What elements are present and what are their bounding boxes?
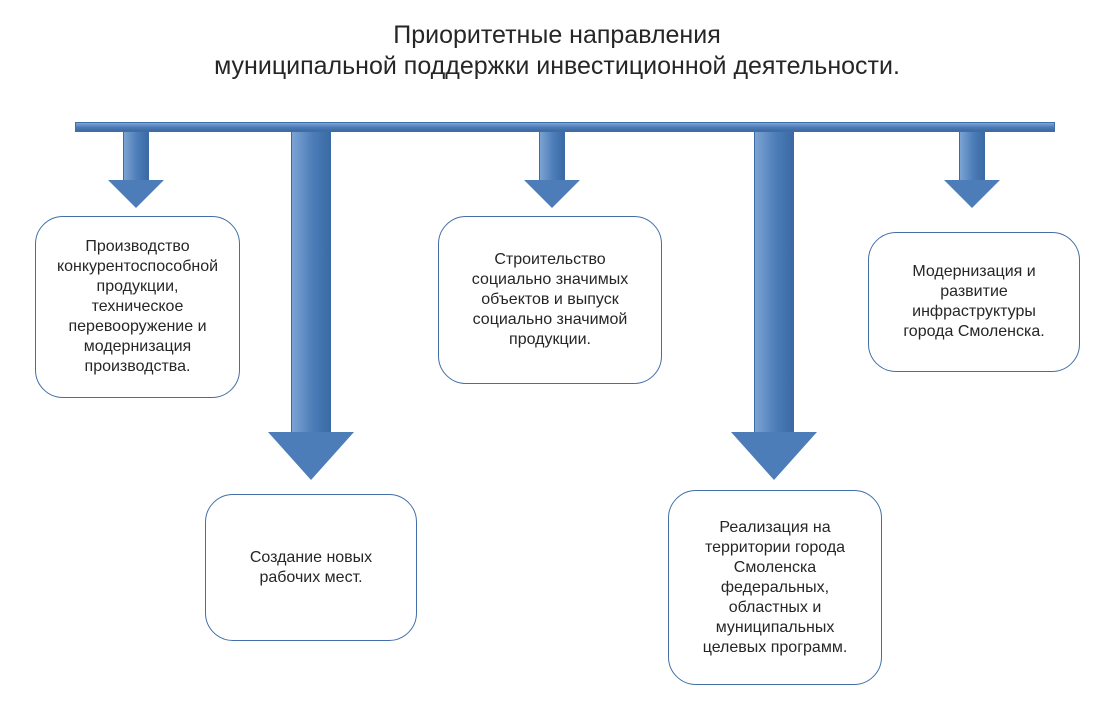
title-line-2: муниципальной поддержки инвестиционной д…	[0, 51, 1114, 82]
diagram-title: Приоритетные направления муниципальной п…	[0, 20, 1114, 83]
arrow-1	[108, 132, 164, 208]
arrow-head-icon	[108, 180, 164, 208]
arrow-2	[268, 132, 354, 480]
arrow-head-icon	[944, 180, 1000, 208]
node-text: Реализация на территории города Смоленск…	[685, 518, 865, 658]
title-line-1: Приоритетные направления	[0, 20, 1114, 51]
node-production: Производство конкурентоспособной продукц…	[35, 216, 240, 398]
node-jobs: Создание новых рабочих мест.	[205, 494, 417, 641]
arrow-shaft	[754, 132, 794, 432]
arrow-head-icon	[731, 432, 817, 480]
node-construction: Строительство социально значимых объекто…	[438, 216, 662, 384]
arrow-shaft	[959, 132, 985, 180]
node-text: Модернизация и развитие инфраструктуры г…	[885, 262, 1063, 342]
node-text: Создание новых рабочих мест.	[222, 548, 400, 588]
arrow-head-icon	[524, 180, 580, 208]
horizontal-bar	[75, 122, 1055, 132]
arrow-shaft	[291, 132, 331, 432]
arrow-shaft	[539, 132, 565, 180]
arrow-5	[944, 132, 1000, 208]
diagram-canvas: Приоритетные направления муниципальной п…	[0, 0, 1114, 714]
node-programs: Реализация на территории города Смоленск…	[668, 490, 882, 685]
arrow-3	[524, 132, 580, 208]
horizontal-bar-fill	[75, 122, 1055, 132]
arrow-head-icon	[268, 432, 354, 480]
node-modernization: Модернизация и развитие инфраструктуры г…	[868, 232, 1080, 372]
arrow-4	[731, 132, 817, 480]
node-text: Производство конкурентоспособной продукц…	[52, 237, 223, 377]
node-text: Строительство социально значимых объекто…	[455, 250, 645, 350]
arrow-shaft	[123, 132, 149, 180]
